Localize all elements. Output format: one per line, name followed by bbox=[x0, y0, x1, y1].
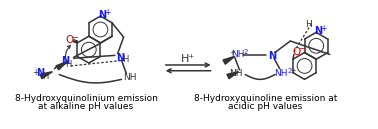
Text: +: + bbox=[104, 8, 110, 17]
Text: 2: 2 bbox=[244, 49, 248, 55]
Text: 2: 2 bbox=[287, 68, 291, 74]
Text: N: N bbox=[314, 26, 322, 36]
Text: +: + bbox=[320, 24, 326, 33]
Text: NH: NH bbox=[231, 50, 244, 59]
Text: NH: NH bbox=[229, 69, 242, 78]
Text: NH: NH bbox=[274, 69, 287, 78]
Text: +: + bbox=[32, 68, 39, 77]
Text: H: H bbox=[42, 72, 48, 81]
Text: H⁺: H⁺ bbox=[181, 54, 195, 64]
Text: NH: NH bbox=[123, 73, 137, 82]
Text: O: O bbox=[65, 35, 74, 45]
Text: N: N bbox=[61, 56, 69, 66]
Text: acidic pH values: acidic pH values bbox=[228, 102, 302, 111]
Polygon shape bbox=[56, 61, 68, 70]
Text: at alkaline pH values: at alkaline pH values bbox=[39, 102, 133, 111]
Text: −: − bbox=[71, 33, 78, 42]
Text: N: N bbox=[36, 68, 44, 78]
Text: 8-Hydroxyquinoline emission at: 8-Hydroxyquinoline emission at bbox=[194, 94, 337, 103]
Text: 8-Hydroxyquinolinium emission: 8-Hydroxyquinolinium emission bbox=[15, 94, 158, 103]
Text: H: H bbox=[305, 20, 312, 29]
Text: H: H bbox=[66, 61, 72, 70]
Text: +: + bbox=[290, 68, 296, 74]
Text: H: H bbox=[122, 55, 129, 64]
Text: N: N bbox=[268, 51, 276, 61]
Polygon shape bbox=[227, 72, 239, 79]
Text: O: O bbox=[293, 47, 301, 57]
Text: N: N bbox=[98, 10, 107, 20]
Polygon shape bbox=[40, 72, 53, 79]
Text: −: − bbox=[298, 44, 305, 53]
Polygon shape bbox=[223, 56, 235, 64]
Text: N: N bbox=[116, 53, 125, 63]
Text: +: + bbox=[229, 50, 235, 55]
